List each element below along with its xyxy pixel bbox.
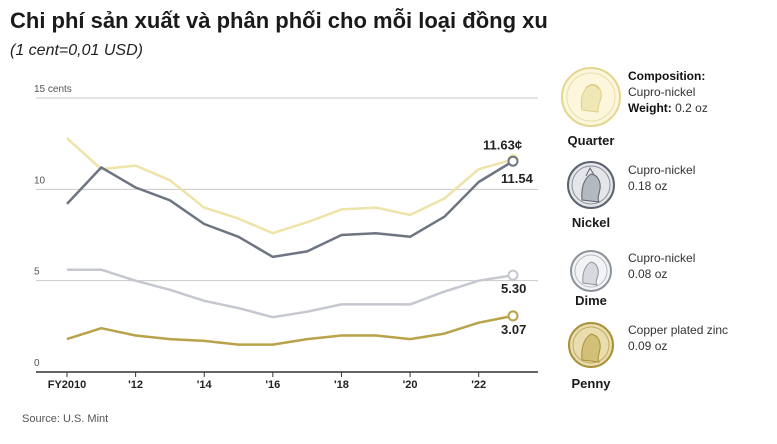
- y-tick-label: 5: [34, 267, 40, 278]
- series-line-nickel: [66, 160, 514, 259]
- coin-name-nickel: Nickel: [571, 215, 611, 230]
- x-tick-label: FY2010: [48, 379, 87, 391]
- series-endpoint-dime: [507, 269, 519, 281]
- series-line-penny: [66, 314, 514, 346]
- source-note: Source: U.S. Mint: [22, 413, 109, 425]
- chart-title: Chi phí sản xuất và phân phối cho mỗi lo…: [10, 8, 548, 33]
- coin-name-penny: Penny: [571, 376, 611, 391]
- coin-legend-nickel: Nickel Cupro-nickel 0.18 oz: [560, 160, 770, 230]
- x-tick-label: '14: [197, 379, 213, 391]
- coin-legend-dime: Dime Cupro-nickel 0.08 oz: [560, 248, 770, 314]
- series-endpoint-nickel: [507, 155, 519, 167]
- y-tick-label: 10: [34, 175, 46, 186]
- x-tick-label: '18: [334, 379, 349, 391]
- x-tick-label: '16: [265, 379, 280, 391]
- end-label-dime: 5.30: [501, 281, 526, 296]
- y-tick-label: 0: [34, 358, 40, 369]
- coin-weight-dime: 0.08 oz: [628, 267, 668, 281]
- coin-info-dime: Cupro-nickel 0.08 oz: [628, 250, 695, 282]
- end-label-nickel: 11.54: [501, 171, 534, 186]
- x-tick-label: '22: [471, 379, 486, 391]
- x-tick-label: '12: [128, 379, 143, 391]
- coin-name-quarter: Quarter: [567, 133, 615, 148]
- coin-weight-penny: 0.09 oz: [628, 339, 668, 353]
- series-line-quarter: [66, 137, 514, 235]
- coin-info-quarter: Composition: Cupro-nickel Weight: 0.2 oz: [628, 68, 708, 116]
- composition-label: Composition:: [628, 69, 706, 83]
- coin-name-dime: Dime: [575, 293, 607, 308]
- penny-coin-icon: [568, 322, 614, 368]
- coin-legend-penny: Penny Copper plated zinc 0.09 oz: [560, 320, 770, 394]
- end-label-quarter: 11.63¢: [483, 138, 522, 153]
- quarter-coin-icon: [561, 67, 621, 127]
- nickel-coin-icon: [567, 161, 615, 209]
- end-label-penny: 3.07: [501, 322, 526, 337]
- coin-weight-nickel: 0.18 oz: [628, 179, 668, 193]
- weight-label: Weight:: [628, 101, 672, 115]
- coin-material-penny: Copper plated zinc: [628, 323, 729, 337]
- x-tick-label: '20: [403, 379, 418, 391]
- coin-info-penny: Copper plated zinc 0.09 oz: [628, 322, 728, 354]
- coin-legend-quarter: Quarter Composition: Cupro-nickel Weight…: [560, 66, 770, 152]
- coin-material-dime: Cupro-nickel: [628, 251, 696, 265]
- series-endpoint-penny: [507, 310, 519, 322]
- coin-info-nickel: Cupro-nickel 0.18 oz: [628, 162, 695, 194]
- series-line-dime: [67, 268, 514, 319]
- coin-weight-quarter: 0.2 oz: [675, 101, 708, 115]
- chart-subtitle: (1 cent=0,01 USD): [10, 42, 143, 59]
- y-tick-label: 15 cents: [34, 84, 72, 95]
- dime-coin-icon: [570, 250, 612, 292]
- coin-material-nickel: Cupro-nickel: [628, 163, 696, 177]
- coin-material-quarter: Cupro-nickel: [628, 85, 696, 99]
